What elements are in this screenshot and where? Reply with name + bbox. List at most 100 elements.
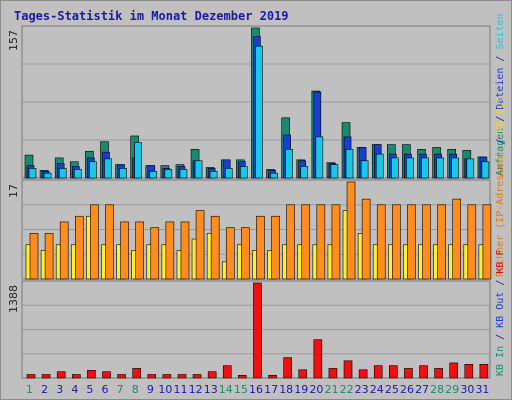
bar-seiten	[315, 136, 324, 179]
day-label: 17	[264, 383, 278, 396]
day-label: 9	[147, 383, 154, 396]
bar-seiten	[149, 171, 158, 179]
bar-seiten	[466, 158, 475, 179]
day-label: 3	[56, 383, 63, 396]
legend-entry: KB Out	[495, 292, 506, 334]
day-label: 21	[324, 383, 338, 396]
panel-2-legend: Rechner (IP-Adressen) / KB Out	[495, 96, 506, 277]
legend-entry: Anfragen	[495, 128, 506, 176]
bar-seiten	[179, 169, 188, 179]
bar-kb-f	[192, 374, 202, 379]
bar-rechner	[392, 204, 401, 280]
bar-seiten	[58, 168, 67, 179]
bar-seiten	[28, 168, 37, 179]
bar-seiten	[330, 164, 339, 179]
bar-kb-f	[389, 365, 398, 379]
legend-entry: /	[495, 280, 506, 292]
day-label: 1	[26, 383, 33, 396]
bar-kb-f	[207, 371, 217, 379]
day-label: 20	[309, 383, 323, 396]
bar-kb-f	[404, 368, 413, 379]
bar-kb-f	[71, 374, 81, 379]
bar-rechner	[180, 221, 190, 280]
bar-rechner	[241, 227, 250, 280]
bar-rechner	[120, 221, 129, 280]
bar-kb-f	[464, 364, 474, 379]
bar-seiten	[240, 166, 248, 179]
bar-kb-f	[343, 360, 353, 379]
bar-rechner	[331, 204, 341, 280]
bar-seiten	[285, 149, 293, 179]
bar-kb-f	[328, 368, 338, 379]
day-label: 11	[174, 383, 188, 396]
bar-seiten	[421, 157, 429, 179]
day-label: 31	[475, 383, 489, 396]
bar-kb-f	[132, 368, 141, 379]
day-label: 19	[294, 383, 308, 396]
bar-kb-f	[283, 357, 292, 379]
bar-kb-f	[419, 365, 428, 379]
bar-kb-f	[313, 339, 323, 379]
bar-kb-f	[434, 368, 443, 379]
bar-seiten	[451, 157, 460, 179]
bar-rechner	[29, 233, 39, 280]
bar-rechner	[195, 210, 205, 280]
day-label: 10	[158, 383, 172, 396]
bar-rechner	[482, 204, 492, 280]
bar-seiten	[406, 157, 414, 179]
bar-rechner	[407, 204, 416, 280]
bar-rechner	[135, 221, 144, 280]
bar-kb-f	[41, 374, 51, 379]
legend-entry: /	[495, 139, 506, 151]
panel-3-ymax-label: 1388	[7, 285, 20, 313]
bar-kb-f	[162, 374, 172, 379]
day-label: 26	[400, 383, 414, 396]
bar-kb-f	[87, 370, 96, 379]
bar-rechner	[90, 204, 99, 280]
day-label: 27	[415, 383, 429, 396]
legend-entry: /	[495, 56, 506, 68]
day-label: 23	[355, 383, 369, 396]
bar-seiten	[209, 171, 218, 179]
bar-rechner	[301, 204, 311, 280]
bar-seiten	[375, 153, 384, 179]
bar-seiten	[270, 172, 278, 179]
bar-rechner	[256, 215, 265, 280]
legend-entry: KB Out	[495, 96, 506, 138]
bar-rechner	[452, 198, 462, 280]
bar-rechner	[422, 204, 431, 280]
bar-seiten	[104, 158, 112, 179]
legend-entry: Dateien	[495, 68, 506, 116]
bar-seiten	[300, 166, 309, 179]
day-label: 25	[385, 383, 399, 396]
bar-seiten	[345, 149, 354, 179]
legend-entry: KB In	[495, 346, 506, 376]
legend-entry: KB F	[495, 250, 506, 280]
bar-rechner	[210, 215, 220, 280]
bar-seiten	[89, 161, 97, 179]
legend-entry: Seiten	[495, 13, 506, 55]
bar-kb-f	[358, 369, 368, 379]
bar-seiten	[436, 157, 444, 179]
bar-rechner	[150, 227, 160, 280]
panel-1-legend: Anfragen / Dateien / Seiten	[495, 13, 506, 176]
day-label: 2	[41, 383, 48, 396]
bar-seiten	[134, 142, 142, 179]
legend-entry: Rechner (IP-Adressen)	[495, 151, 506, 277]
bar-kb-f	[373, 365, 383, 379]
panel-2-ymax-label: 17	[7, 184, 20, 198]
bar-kb-f	[177, 374, 187, 379]
bar-rechner	[376, 204, 386, 280]
day-label: 13	[204, 383, 218, 396]
bar-rechner	[437, 204, 446, 280]
day-label: 14	[219, 383, 233, 396]
day-label: 16	[249, 383, 263, 396]
legend-entry: /	[495, 116, 506, 128]
bar-rechner	[286, 204, 295, 280]
day-label: 12	[189, 383, 203, 396]
bar-rechner	[165, 221, 175, 280]
bar-seiten	[360, 160, 369, 179]
day-label: 4	[71, 383, 78, 396]
bar-kb-f	[102, 371, 111, 379]
bar-kb-f	[298, 369, 308, 379]
